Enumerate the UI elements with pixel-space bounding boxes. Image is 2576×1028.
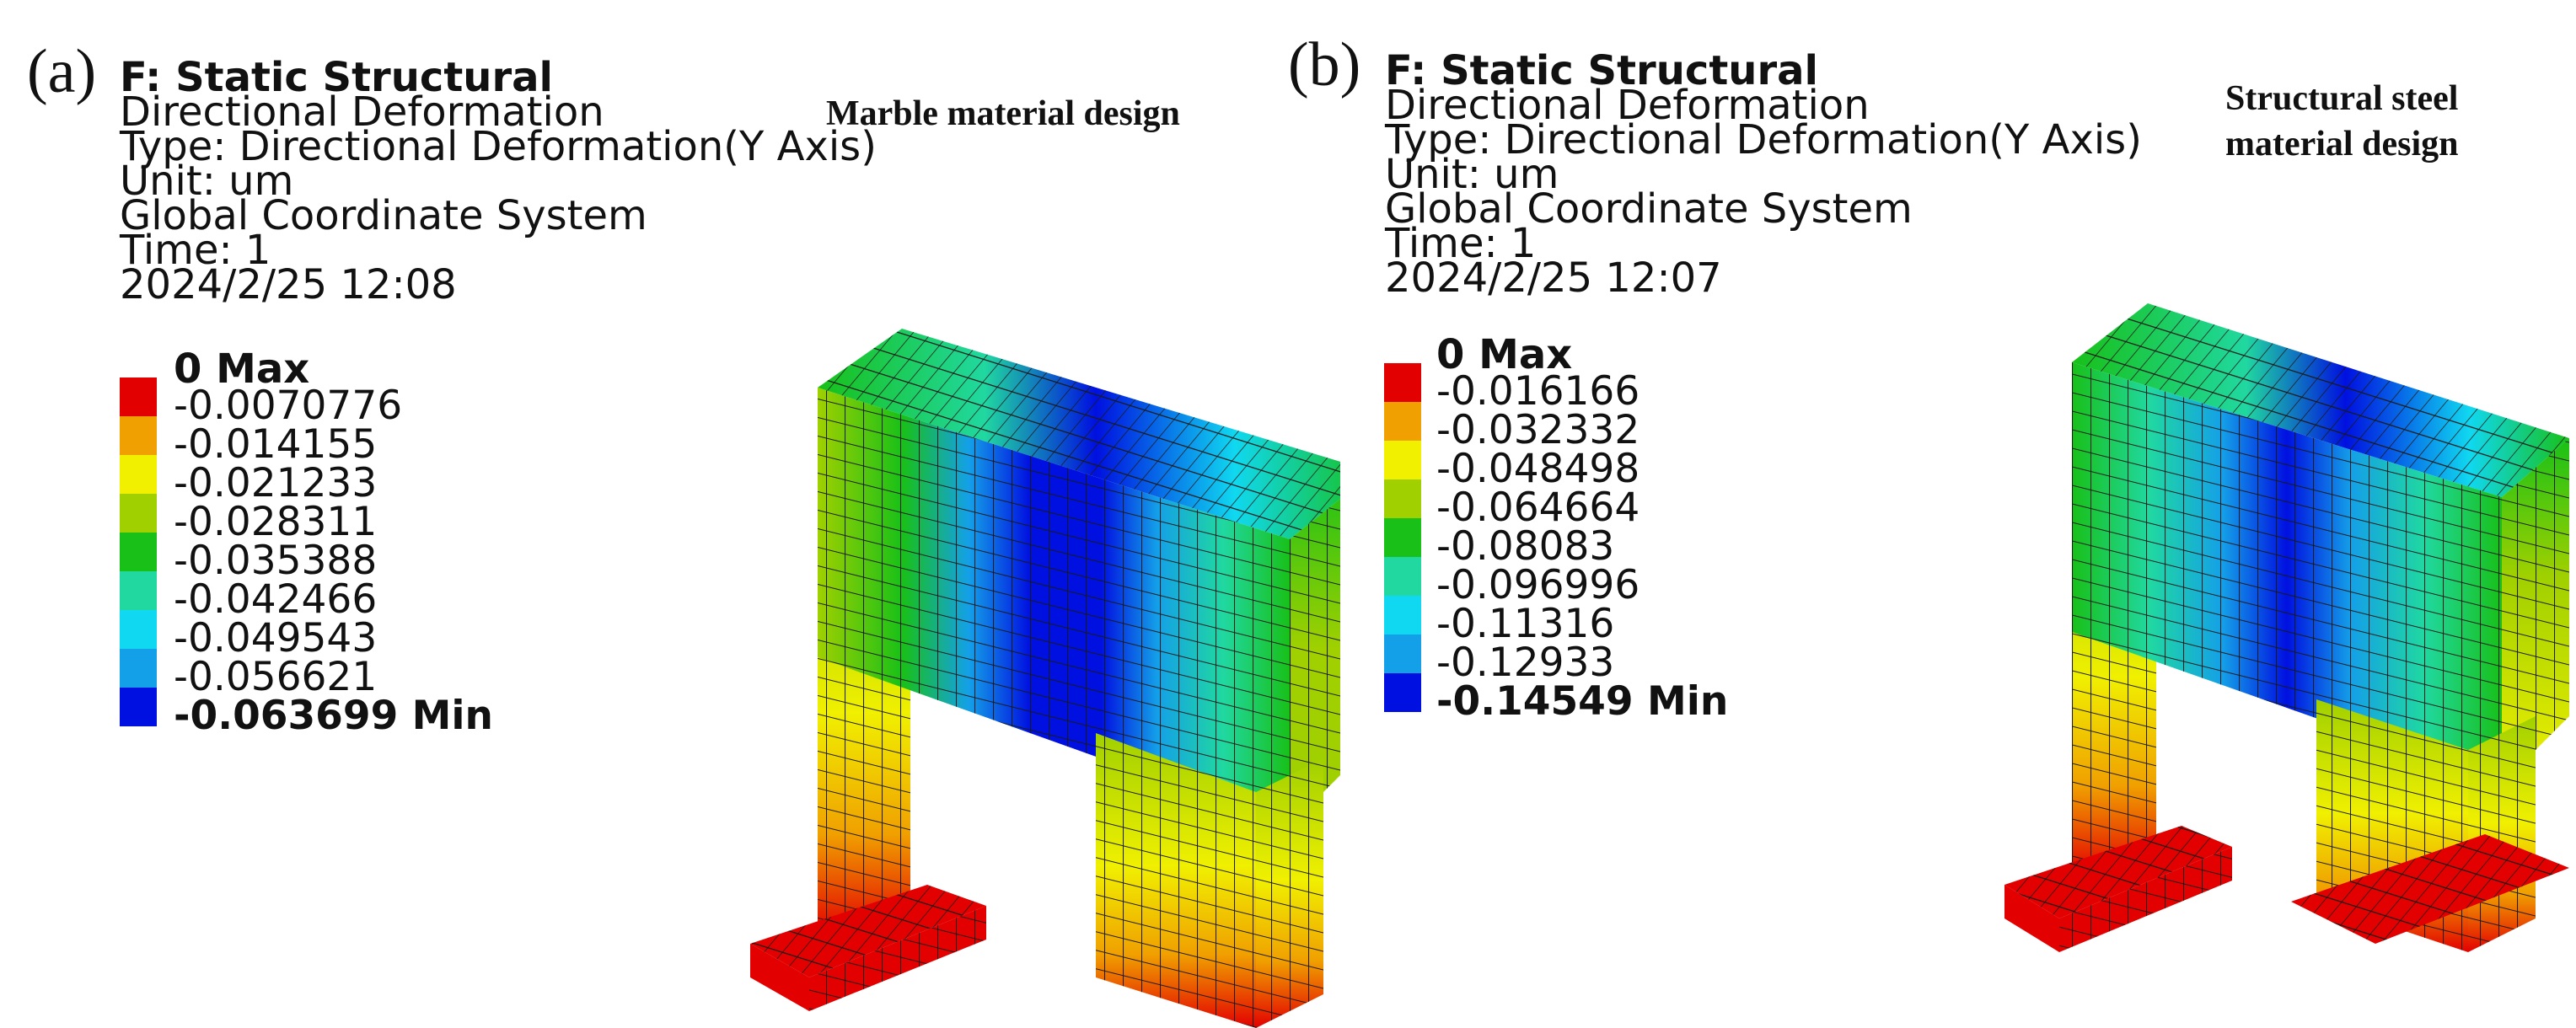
legend-tick: -0.048498 bbox=[1436, 446, 1640, 492]
legend-tick: -0.021233 bbox=[174, 460, 378, 506]
legend-tick: -0.016166 bbox=[1436, 368, 1640, 415]
coordinate-system: Global Coordinate System bbox=[1385, 185, 1913, 233]
analysis-title: F: Static Structural bbox=[1385, 47, 1818, 94]
design-label-line: Structural steel bbox=[2225, 79, 2459, 118]
legend-tick: -0.032332 bbox=[1436, 407, 1640, 453]
legend-swatch bbox=[120, 377, 157, 416]
legend-tick: -0.12933 bbox=[1436, 640, 1615, 686]
legend-tick: -0.096996 bbox=[1436, 562, 1640, 608]
coordinate-system: Global Coordinate System bbox=[120, 192, 647, 239]
panel-b: (b) F: Static Structural Directional Def… bbox=[1288, 0, 2576, 1028]
legend-swatch bbox=[1384, 363, 1421, 402]
result-time: Time: 1 bbox=[120, 227, 271, 274]
panel-tag: (b) bbox=[1288, 30, 1361, 99]
result-type: Type: Directional Deformation(Y Axis) bbox=[1385, 116, 2142, 163]
design-label-line: material design bbox=[2225, 125, 2459, 163]
legend-min-label: -0.14549 Min bbox=[1436, 678, 1729, 725]
legend-tick: -0.042466 bbox=[174, 576, 378, 623]
legend-tick: -0.056621 bbox=[174, 654, 378, 700]
panel-a: (a) F: Static Structural Directional Def… bbox=[27, 37, 1340, 1028]
result-header: F: Static Structural Directional Deforma… bbox=[1385, 47, 2142, 302]
legend-tick: -0.014155 bbox=[174, 421, 378, 468]
result-header: F: Static Structural Directional Deforma… bbox=[120, 54, 877, 308]
legend-min-label: -0.063699 Min bbox=[174, 693, 493, 739]
legend-swatch bbox=[120, 610, 157, 649]
legend-tick: -0.064664 bbox=[1436, 485, 1640, 531]
legend-tick: -0.08083 bbox=[1436, 523, 1615, 570]
design-label-line: Marble material design bbox=[826, 94, 1180, 133]
legend-swatch bbox=[120, 649, 157, 688]
result-name: Directional Deformation bbox=[120, 88, 604, 136]
legend-swatch bbox=[1384, 518, 1421, 557]
legend-swatch bbox=[1384, 402, 1421, 441]
legend-tick: -0.028311 bbox=[174, 499, 378, 545]
legend-tick: -0.035388 bbox=[174, 538, 378, 584]
legend-max-label: 0 Max bbox=[1436, 331, 1573, 378]
frame-model-render bbox=[2004, 303, 2569, 952]
legend-swatch bbox=[1384, 673, 1421, 712]
panel-tag: (a) bbox=[27, 37, 97, 106]
legend-swatch bbox=[120, 688, 157, 726]
legend-swatch bbox=[1384, 557, 1421, 596]
result-date: 2024/2/25 12:08 bbox=[120, 261, 457, 308]
frame-model-render bbox=[750, 329, 1340, 1028]
legend-swatch bbox=[120, 416, 157, 455]
legend-tick: -0.11316 bbox=[1436, 601, 1615, 647]
legend-swatch bbox=[1384, 596, 1421, 634]
result-name: Directional Deformation bbox=[1385, 82, 1870, 129]
design-label: Marble material design bbox=[826, 91, 1180, 137]
result-unit: Unit: um bbox=[1385, 151, 1559, 198]
legend-tick: -0.049543 bbox=[174, 615, 378, 661]
legend-swatch bbox=[1384, 441, 1421, 479]
legend-swatch bbox=[120, 494, 157, 533]
result-time: Time: 1 bbox=[1385, 220, 1537, 267]
design-label: Structural steel material design bbox=[2225, 76, 2458, 167]
result-type: Type: Directional Deformation(Y Axis) bbox=[120, 123, 877, 170]
legend-swatch bbox=[120, 455, 157, 494]
legend-swatch bbox=[120, 571, 157, 610]
result-unit: Unit: um bbox=[120, 158, 294, 205]
legend-swatch bbox=[1384, 634, 1421, 673]
legend-swatch bbox=[1384, 479, 1421, 518]
legend-swatch bbox=[120, 533, 157, 571]
legend-max-label: 0 Max bbox=[174, 345, 310, 393]
result-date: 2024/2/25 12:07 bbox=[1385, 254, 1722, 302]
analysis-title: F: Static Structural bbox=[120, 54, 553, 101]
legend-tick: -0.0070776 bbox=[174, 383, 403, 429]
